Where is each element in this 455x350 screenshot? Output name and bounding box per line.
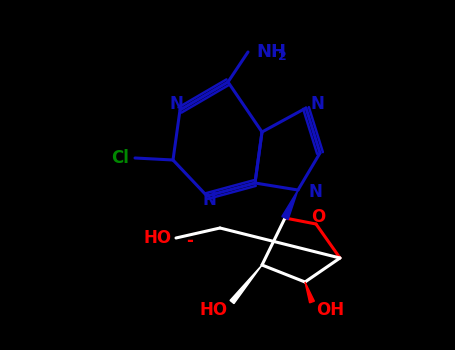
Text: N: N <box>308 183 322 201</box>
Text: N: N <box>202 191 216 209</box>
Text: NH: NH <box>256 43 286 61</box>
Polygon shape <box>305 282 314 303</box>
Text: N: N <box>310 95 324 113</box>
Text: Cl: Cl <box>111 149 129 167</box>
Text: O: O <box>311 208 325 226</box>
Text: N: N <box>169 95 183 113</box>
Text: -: - <box>186 232 193 250</box>
Text: 2: 2 <box>278 50 287 63</box>
Text: HO: HO <box>200 301 228 319</box>
Text: HO: HO <box>144 229 172 247</box>
Polygon shape <box>230 265 262 303</box>
Polygon shape <box>282 190 298 219</box>
Text: OH: OH <box>316 301 344 319</box>
